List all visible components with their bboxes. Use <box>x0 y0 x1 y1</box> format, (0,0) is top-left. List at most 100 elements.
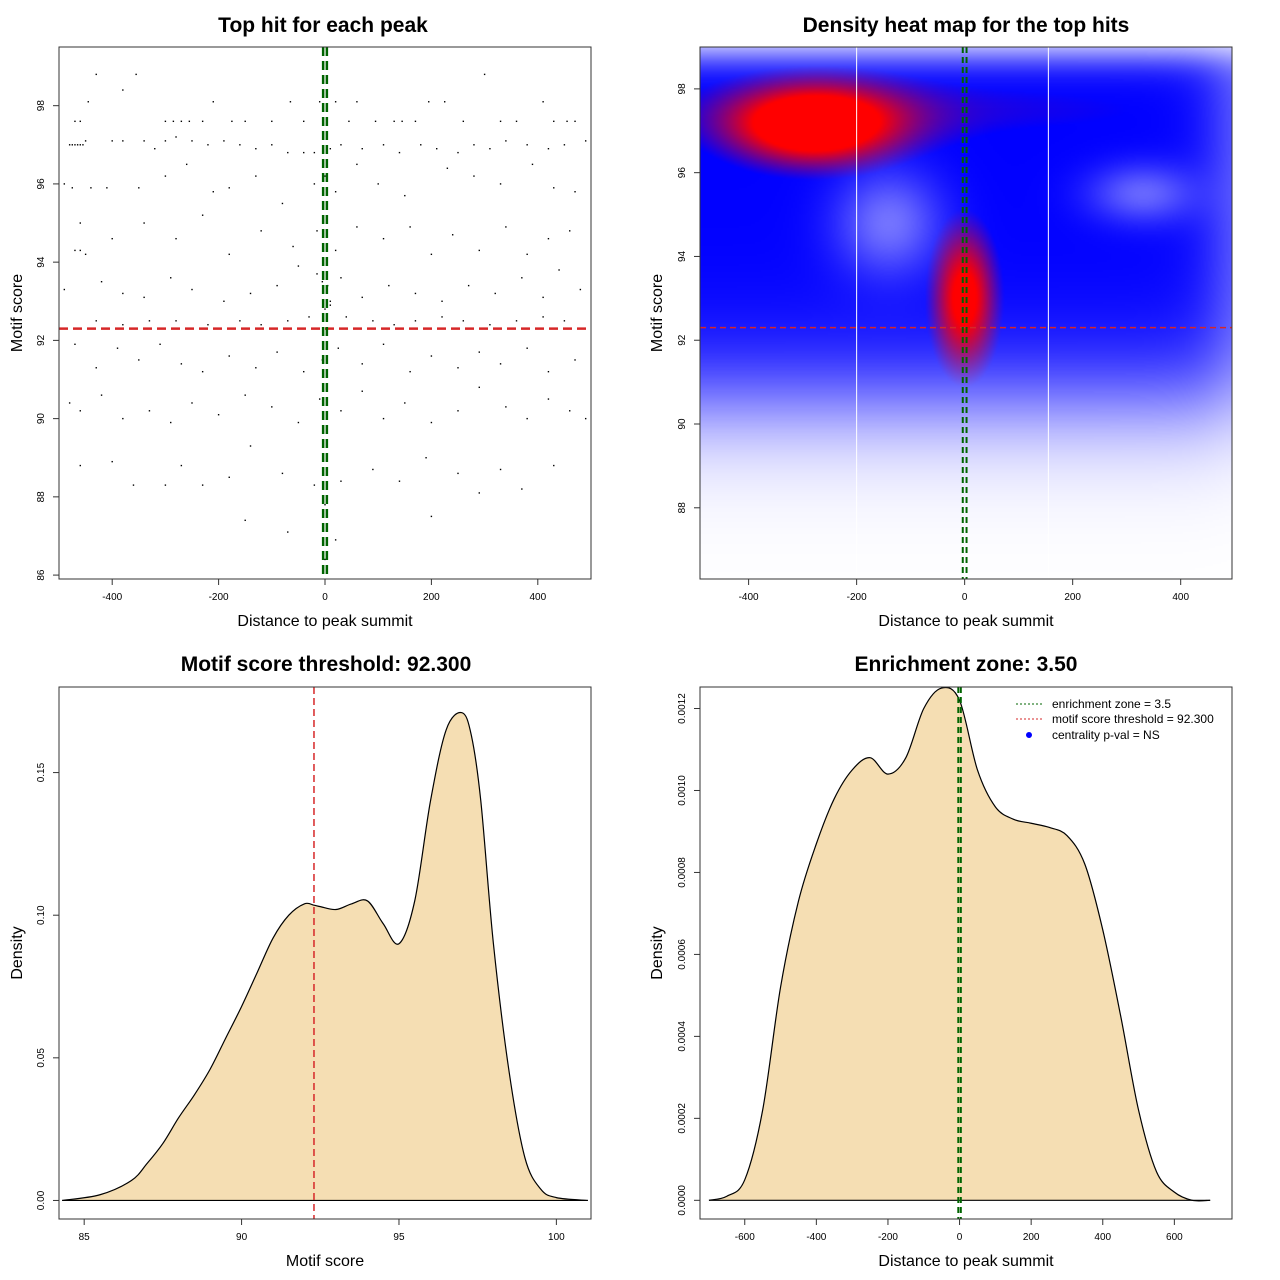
scatter-panel: Top hit for each peak -400 -200 0 200 400 86… <box>9 14 592 630</box>
scatter-point <box>404 194 406 197</box>
scatter-point <box>180 363 183 365</box>
scatter-point <box>361 390 363 392</box>
scatter-point <box>271 406 273 408</box>
scatter-point <box>201 214 204 216</box>
scatter-point <box>287 320 289 322</box>
scatter-point <box>478 492 480 494</box>
scatter-point <box>180 120 183 123</box>
distance-density-curve <box>708 686 1211 1202</box>
scatter-point <box>287 151 289 154</box>
scatter-point <box>303 151 305 154</box>
scatter-point <box>499 468 502 471</box>
scatter-point <box>212 191 214 193</box>
scatter-point <box>122 417 124 420</box>
scatter-point <box>526 253 528 256</box>
score-density-y-tick-label: 0.05 <box>36 1048 47 1068</box>
scatter-point <box>361 363 363 365</box>
scatter-point <box>566 120 568 123</box>
scatter-point <box>457 367 459 369</box>
scatter-point <box>462 320 465 322</box>
scatter-point <box>348 120 350 123</box>
heatmap-plot-box <box>699 46 1233 580</box>
scatter-point <box>316 273 318 275</box>
scatter-point <box>329 304 332 306</box>
distance-density-x-tick-label: -200 <box>878 1232 898 1243</box>
scatter-point <box>79 410 81 412</box>
scatter-point <box>228 355 230 357</box>
score-density-title: Motif score threshold: 92.300 <box>181 653 472 676</box>
scatter-point <box>132 484 135 486</box>
scatter-point <box>255 367 257 369</box>
scatter-point <box>553 464 555 467</box>
heatmap-panel: Density heat map for the top hits -400 -2… <box>649 14 1233 630</box>
scatter-x-tick-label: 200 <box>423 592 440 603</box>
distance-density-x-tick-label: 400 <box>1094 1232 1111 1243</box>
scatter-point <box>175 237 177 240</box>
scatter-point <box>100 281 103 283</box>
scatter-point <box>244 120 246 123</box>
scatter-point <box>138 359 140 361</box>
scatter-point <box>489 324 491 326</box>
scatter-point <box>239 144 241 146</box>
scatter-point <box>324 503 326 506</box>
scatter-point <box>106 187 108 189</box>
scatter-point <box>361 296 363 299</box>
scatter-point <box>63 183 66 185</box>
scatter-point <box>111 460 113 463</box>
scatter-point <box>223 300 225 302</box>
scatter-point <box>478 386 480 389</box>
scatter-point <box>574 191 576 193</box>
scatter-point <box>579 288 582 291</box>
scatter-point <box>148 410 151 412</box>
scatter-point <box>356 101 358 103</box>
scatter-point <box>71 187 73 189</box>
distance-density-reference-lines <box>957 687 962 1219</box>
score-density-x-tick-label: 100 <box>548 1232 565 1243</box>
scatter-point <box>143 140 145 142</box>
scatter-point <box>531 163 534 166</box>
distance-density-x-tick-label: 0 <box>957 1232 963 1243</box>
scatter-point <box>122 89 124 91</box>
scatter-point <box>324 175 326 177</box>
scatter-point <box>303 120 305 123</box>
scatter-y-tick-label: 96 <box>36 178 47 190</box>
scatter-point <box>79 464 81 467</box>
scatter-point <box>84 140 87 142</box>
scatter-point <box>382 343 385 345</box>
scatter-point <box>74 343 76 345</box>
scatter-point <box>76 144 79 146</box>
scatter-point <box>499 120 502 123</box>
scatter-point <box>175 136 177 138</box>
scatter-point <box>542 296 544 299</box>
scatter-point <box>68 402 71 404</box>
scatter-point <box>553 187 555 189</box>
scatter-point <box>340 480 342 482</box>
distance-density-y-tick-label: 0.0006 <box>677 939 688 970</box>
distance-density-y-tick-label: 0.0004 <box>677 1021 688 1052</box>
scatter-point <box>473 144 475 146</box>
legend-centrality-marker <box>1026 732 1032 738</box>
scatter-point <box>515 120 518 123</box>
score-density-y-tick-label: 0.10 <box>36 905 47 925</box>
score-density-y-axis: 0.00 0.05 0.10 0.15 <box>36 762 59 1210</box>
distance-density-x-tick-label: -600 <box>735 1232 755 1243</box>
scatter-point <box>276 351 278 353</box>
scatter-y-tick-label: 88 <box>36 491 47 503</box>
scatter-points <box>63 73 587 561</box>
scatter-point <box>111 237 113 240</box>
scatter-x-axis: -400 -200 0 200 400 <box>102 579 547 603</box>
scatter-y-tick-label: 90 <box>36 413 47 425</box>
scatter-point <box>207 144 209 146</box>
scatter-point <box>414 292 417 295</box>
scatter-point <box>505 406 507 408</box>
scatter-point <box>321 281 324 283</box>
scatter-point <box>558 269 560 271</box>
scatter-title: Top hit for each peak <box>218 14 428 37</box>
scatter-x-tick-label: 400 <box>529 592 546 603</box>
scatter-x-label: Distance to peak summit <box>237 613 413 630</box>
scatter-point <box>584 417 587 420</box>
scatter-point <box>467 284 470 287</box>
scatter-point <box>170 421 172 424</box>
scatter-point <box>547 237 550 240</box>
distance-density-x-tick-label: -400 <box>806 1232 826 1243</box>
